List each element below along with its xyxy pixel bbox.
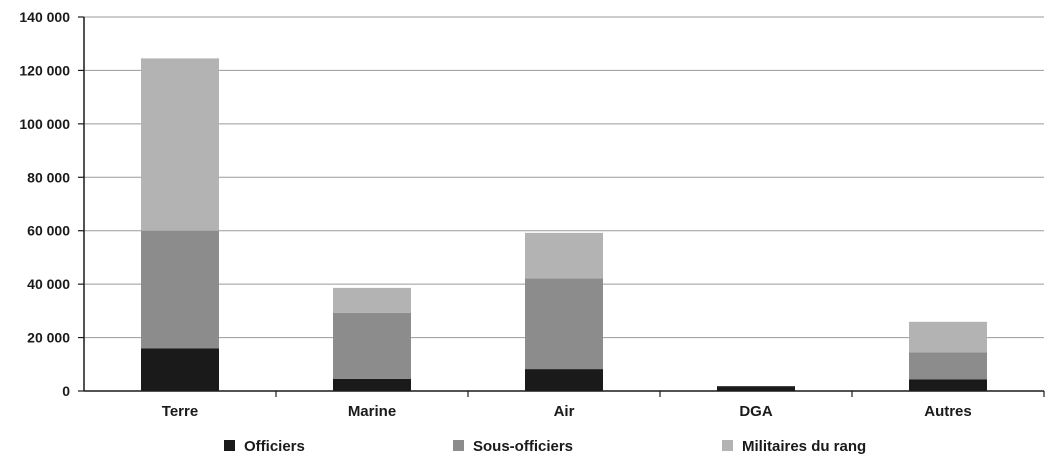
bars — [141, 58, 987, 391]
x-tick-label: Terre — [162, 403, 198, 420]
legend-label: Sous-officiers — [473, 438, 573, 455]
x-tick-labels: Terre Marine Air DGA Autres — [162, 403, 972, 420]
y-tick-label: 140 000 — [19, 9, 70, 25]
x-tick-label: Marine — [348, 403, 396, 420]
bar-dga-officiers — [717, 386, 795, 391]
bar-autres-militaires-du-rang — [909, 321, 987, 353]
x-tick-label: Autres — [924, 403, 972, 420]
legend: Officiers Sous-officiers Militaires du ran… — [224, 438, 866, 455]
y-tick-label: 60 000 — [27, 223, 70, 239]
bar-air-sous-officiers — [525, 278, 603, 370]
legend-swatch-officiers — [224, 440, 235, 451]
bar-terre-officiers — [141, 348, 219, 391]
legend-label: Militaires du rang — [742, 438, 866, 455]
y-tick-labels: 0 20 000 40 000 60 000 80 000 100 000 120 000 1… — [19, 9, 70, 399]
y-tick-label: 20 000 — [27, 330, 70, 346]
legend-swatch-sous-officiers — [453, 440, 464, 451]
bar-marine-sous-officiers — [333, 312, 411, 379]
x-tick-label: Air — [554, 403, 575, 420]
bar-terre-militaires-du-rang — [141, 58, 219, 231]
axes — [78, 16, 1045, 397]
bar-marine-officiers — [333, 378, 411, 391]
bar-air-militaires-du-rang — [525, 232, 603, 279]
x-tick-label: DGA — [739, 403, 773, 420]
y-tick-label: 100 000 — [19, 116, 70, 132]
bar-autres-officiers — [909, 379, 987, 391]
bar-autres-sous-officiers — [909, 352, 987, 380]
y-tick-label: 0 — [62, 383, 70, 399]
bar-marine-militaires-du-rang — [333, 287, 411, 313]
y-tick-label: 120 000 — [19, 62, 70, 78]
bar-air-officiers — [525, 369, 603, 391]
gridlines — [84, 16, 1044, 339]
legend-swatch-militaires-du-rang — [722, 440, 733, 451]
legend-label: Officiers — [244, 438, 305, 455]
y-tick-label: 40 000 — [27, 276, 70, 292]
y-tick-label: 80 000 — [27, 169, 70, 185]
bar-terre-sous-officiers — [141, 230, 219, 349]
